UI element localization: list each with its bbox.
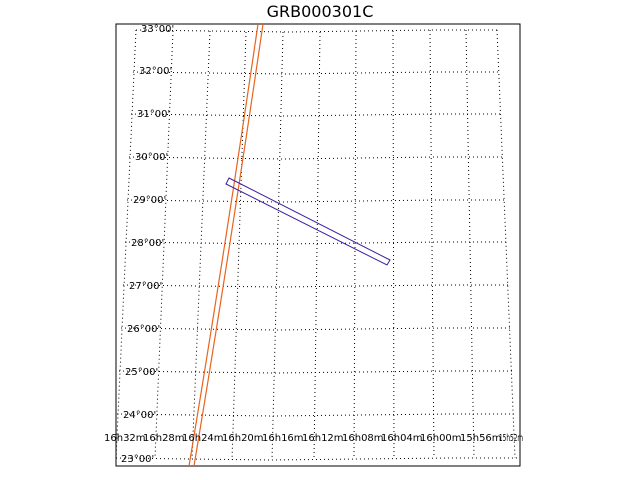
dec-label: 30°00' [135,152,168,163]
dec-line [130,113,501,117]
dec-line [116,413,515,417]
ipn-annulus-edge [188,23,259,467]
dec-label: 23°00' [121,454,154,465]
ra-line [154,30,174,459]
dec-label: 27°00' [129,281,162,292]
dec-label: 28°00' [131,238,164,249]
ra-label: 16h16m [262,433,304,444]
dec-line [124,241,507,245]
ra-line [465,29,475,459]
ra-line [271,31,284,461]
dec-label: 33°00' [141,24,174,35]
dec-line [115,457,517,461]
chart-frame [115,23,521,467]
ipn-annulus-edge [193,23,264,467]
ra-line [429,29,435,459]
ra-label: 16h00m [420,433,462,444]
ra-line [353,30,357,460]
ra-line [496,29,516,459]
dec-label: 24°00' [123,410,156,421]
dec-label: 31°00' [137,109,170,120]
ra-label: 16h08m [342,433,384,444]
dec-label: 25°00' [125,367,158,378]
ra-label: 15h56m [460,433,502,444]
ra-label: 16h28m [143,433,185,444]
error-box [225,177,391,266]
dec-label: 26°00' [127,324,160,335]
ra-label: 16h24m [182,433,224,444]
dec-line [128,156,503,160]
ra-grid [115,29,516,461]
dec-grid [115,29,517,461]
chart-title: GRB000301C [267,2,374,21]
ra-label: 16h04m [381,433,423,444]
dec-label: 32°00' [139,66,172,77]
dec-line [135,29,497,33]
ra-label: 15h52m [499,433,523,444]
ra-line [191,30,211,460]
dec-line [132,71,499,75]
ra-label: 16h32m [104,433,146,444]
ra-label: 16h12m [302,433,344,444]
ra-line [231,31,247,461]
ra-line [313,31,321,461]
dec-line [118,370,513,374]
dec-label: 29°00' [133,195,166,206]
dec-labels: 33°00' 32°00' 31°00' 30°00' 29°00' 28°00… [121,24,174,465]
ra-labels: 16h32m 16h28m 16h24m 16h20m 16h16m 16h12… [104,433,523,444]
ipn-annulus [188,23,264,467]
dec-line [126,199,505,203]
ra-label: 16h20m [222,433,264,444]
ra-line [392,30,395,460]
dec-line [122,284,509,288]
